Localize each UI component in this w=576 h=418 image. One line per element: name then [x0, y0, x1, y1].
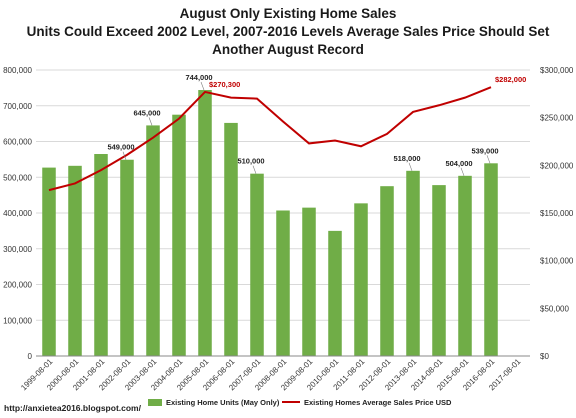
bar [432, 185, 446, 356]
bar-label-leader [408, 162, 413, 171]
y-left-tick-label: 200,000 [3, 281, 32, 290]
bar-data-label: 539,000 [471, 146, 498, 155]
bar [172, 114, 186, 356]
bar [224, 122, 238, 356]
y-left-tick-label: 100,000 [3, 316, 32, 325]
bar [354, 203, 368, 356]
bar-data-label: 744,000 [185, 73, 212, 82]
y-left-tick-label: 800,000 [3, 66, 32, 75]
y-left-tick-label: 700,000 [3, 102, 32, 111]
bar-data-label: 504,000 [445, 159, 472, 168]
bar [406, 170, 420, 356]
bar-label-leader [148, 117, 153, 126]
bar [120, 159, 134, 356]
y-right-tick-label: $150,000 [540, 209, 574, 218]
y-left-tick-label: 300,000 [3, 245, 32, 254]
chart-title-line-3: Another August Record [212, 42, 364, 57]
y-right-tick-label: $200,000 [540, 161, 574, 170]
bar-data-label: 510,000 [237, 157, 264, 166]
y-right-tick-label: $100,000 [540, 257, 574, 266]
source-url: http://anxietea2016.blogspot.com/ [4, 403, 141, 413]
bar [68, 165, 82, 356]
bar-label-leader [486, 155, 491, 164]
legend-bar-swatch [148, 399, 162, 406]
bar [198, 90, 212, 357]
chart-title-line-1: August Only Existing Home Sales [179, 6, 397, 21]
bar-data-label: 645,000 [133, 108, 160, 117]
bar-label-leader [252, 165, 257, 174]
bar [328, 230, 342, 356]
bar [94, 154, 108, 356]
y-right-tick-label: $250,000 [540, 114, 574, 123]
bar [276, 210, 290, 356]
y-right-tick-label: $50,000 [540, 304, 569, 313]
chart-title-line-2: Units Could Exceed 2002 Level, 2007-2016… [26, 24, 550, 39]
price-data-label: $270,300 [209, 80, 240, 89]
bar [250, 173, 264, 356]
legend-bar-label: Existing Home Units (May Only) [166, 398, 280, 407]
y-left-tick-label: 0 [28, 352, 33, 361]
bar [146, 125, 160, 356]
bar [458, 175, 472, 356]
y-right-tick-label: $300,000 [540, 66, 574, 75]
y-left-tick-label: 400,000 [3, 209, 32, 218]
bar [42, 167, 56, 356]
bar-label-leader [460, 167, 465, 176]
y-left-tick-label: 500,000 [3, 173, 32, 182]
legend-line-label: Existing Homes Average Sales Price USD [304, 398, 452, 407]
bar [380, 186, 394, 356]
y-right-tick-label: $0 [540, 352, 549, 361]
bar [302, 207, 316, 356]
y-left-tick-label: 600,000 [3, 138, 32, 147]
bar [484, 163, 498, 356]
bar-data-label: 549,000 [107, 143, 134, 152]
bar-data-label: 518,000 [393, 154, 420, 163]
bar-label-leader [122, 151, 127, 160]
price-data-label: $282,000 [495, 75, 526, 84]
price-line [48, 86, 492, 192]
bar-label-leader [200, 81, 205, 91]
